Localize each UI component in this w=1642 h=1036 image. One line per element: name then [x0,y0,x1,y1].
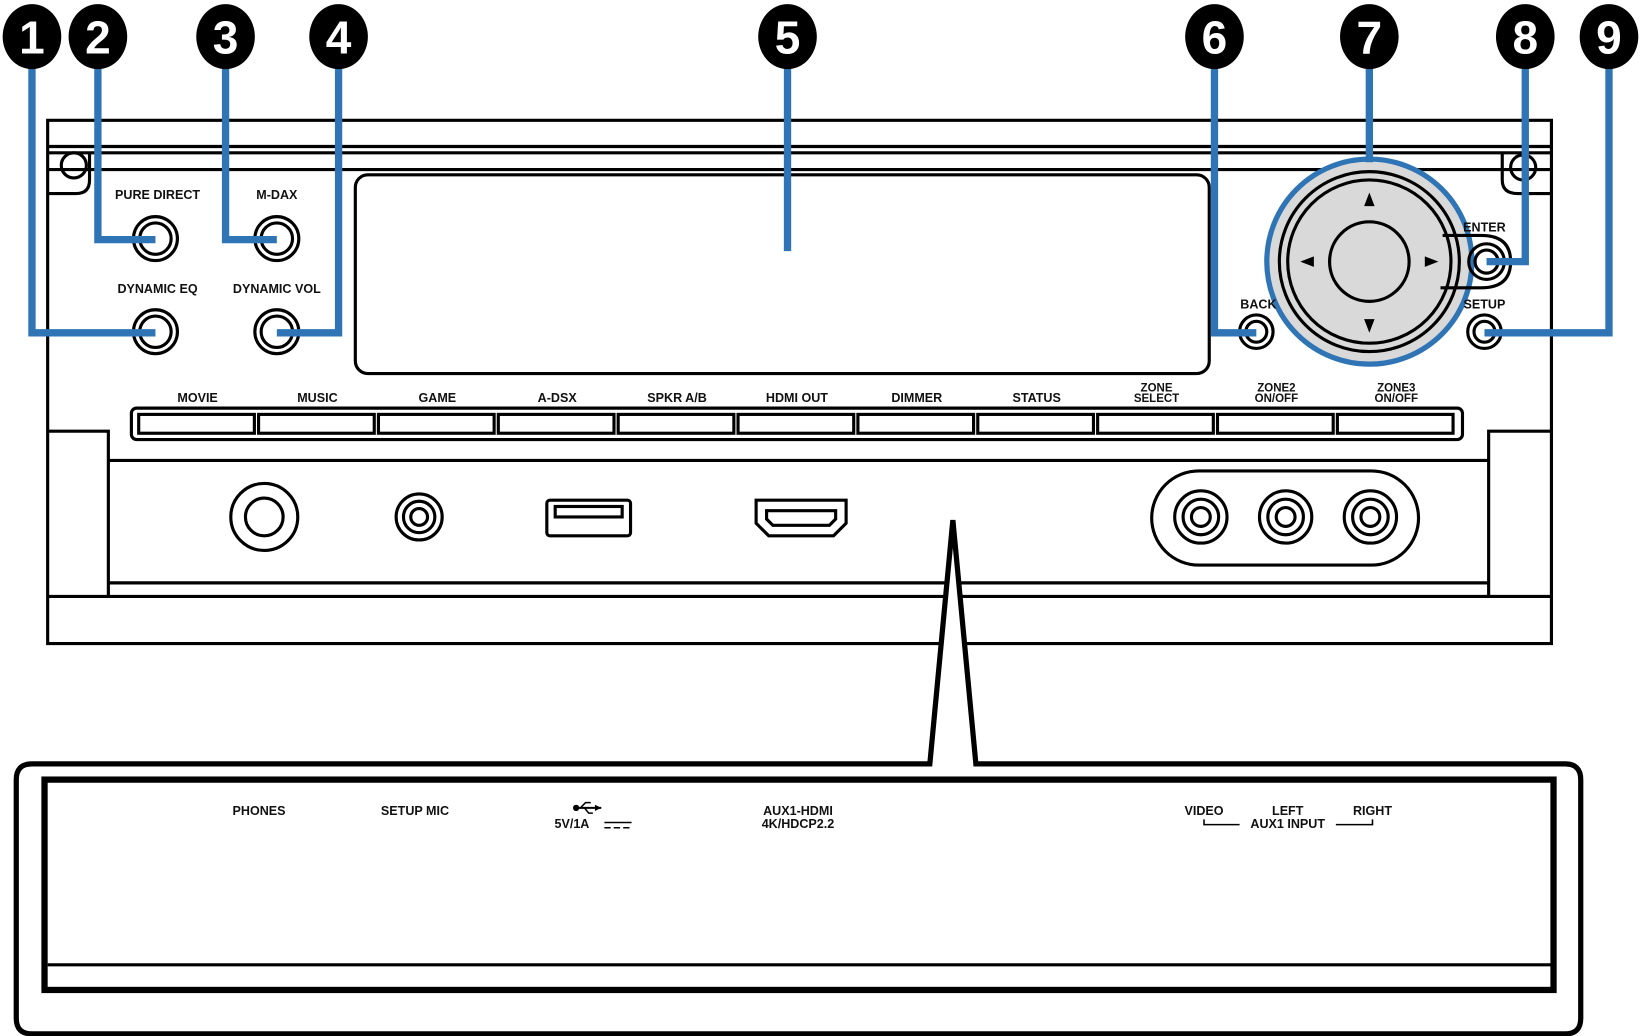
chassis [46,118,1554,646]
arrow-down-icon [1364,319,1375,333]
aux-hdmi-spec-label: 4K/HDCP2.2 [762,817,835,831]
bar-button-a-dsx[interactable]: A-DSX [496,391,616,435]
bar-button-label: STATUS [1013,391,1061,405]
callout-badge-4: 4 [309,4,368,70]
callout-number: 5 [775,11,801,63]
callout-badge-6: 6 [1185,4,1244,70]
bar-button-label: A-DSX [538,391,578,405]
callout-badge-3: 3 [196,4,255,70]
aux-input-label: AUX1 INPUT [1250,817,1325,831]
bar-button-label: ZONE3 [1377,382,1415,394]
dynamic-vol-label: DYNAMIC VOL [233,282,321,296]
left-label: LEFT [1272,804,1304,818]
phones-jack [229,481,300,553]
display-window [353,173,1211,376]
video-label: VIDEO [1184,804,1223,818]
callout-number: 2 [85,11,111,63]
right-label: RIGHT [1353,804,1392,818]
callout-number: 9 [1596,11,1622,63]
cursor-knob[interactable] [1264,156,1475,367]
button-bar [129,406,1465,442]
bar-button-label: HDMI OUT [766,391,828,405]
dc-symbol-icon [604,821,632,829]
bar-button-dimmer[interactable]: DIMMER [856,391,976,435]
bar-button-music[interactable]: MUSIC [257,391,376,435]
setup-label: SETUP [1464,298,1506,312]
bar-button-label: DIMMER [891,391,942,405]
callout-badge-7: 7 [1340,4,1399,70]
enter-label: ENTER [1463,220,1506,234]
arrow-up-icon [1364,192,1375,207]
bar-button-label: ON/OFF [1375,393,1418,405]
bar-button-movie[interactable]: MOVIE [137,391,256,435]
bar-button-spkr-a-b[interactable]: SPKR A/B [616,391,736,435]
bar-button-label: MOVIE [177,391,217,405]
callout-badge-5: 5 [758,4,817,70]
bar-button-label: SPKR A/B [647,391,707,405]
usb-rating-label: 5V/1A [555,817,590,831]
callout-badge-1: 1 [2,4,62,70]
bar-button-label: MUSIC [297,391,337,405]
aux-hdmi-label: AUX1-HDMI [763,804,833,818]
bar-button-hdmi-out[interactable]: HDMI OUT [736,391,856,435]
button-bar-segments: MOVIE MUSIC GAME A-DSX SPKR A/B HDMI OUT DIMME… [137,382,1455,435]
arrow-right-icon [1424,256,1439,267]
callout-number: 7 [1357,11,1383,63]
callout-badge-8: 8 [1495,4,1555,70]
back-label: BACK [1240,298,1276,312]
bar-button-label: ZONE2 [1257,382,1295,394]
usb-icon [572,801,602,814]
usb-port [545,498,633,538]
callout-badge-2: 2 [68,4,128,70]
callout-number: 6 [1202,11,1228,63]
m-dax-label: M-DAX [256,188,298,202]
aux-input-jacks [1150,469,1421,567]
callout-number: 1 [19,11,45,63]
callout-number: 3 [213,11,239,63]
setup-mic-label: SETUP MIC [381,804,449,818]
bar-button-label: GAME [418,391,456,405]
dynamic-eq-label: DYNAMIC EQ [117,282,197,296]
bar-button-status[interactable]: STATUS [976,391,1096,435]
leader-lines [28,41,1613,337]
phones-label: PHONES [233,804,286,818]
aux-input-bracket [1203,819,1374,826]
detail-callout [13,519,1584,1036]
bar-button-game[interactable]: GAME [376,391,496,435]
setup-mic-jack [394,492,444,542]
arrow-left-icon [1300,256,1314,267]
callout-number: 8 [1512,11,1538,63]
bar-button-label: ON/OFF [1255,393,1298,405]
bar-button-label: SELECT [1134,393,1179,405]
callout-badge-9: 9 [1579,4,1639,70]
bar-button-label: ZONE [1141,382,1173,394]
callout-number: 4 [326,11,352,63]
hdmi-port [754,498,848,538]
pure-direct-label: PURE DIRECT [115,188,200,202]
